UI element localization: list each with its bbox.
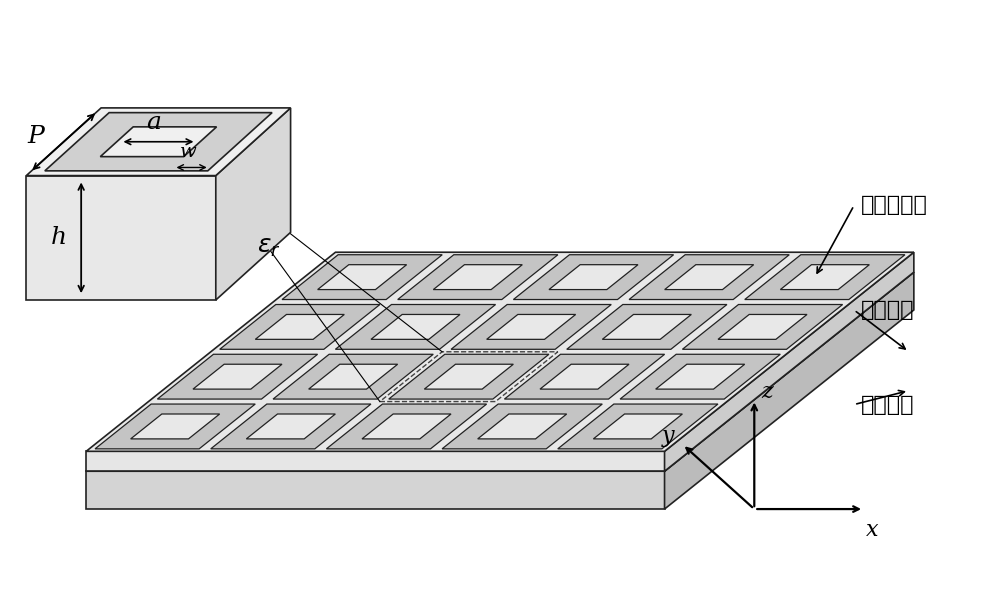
- Polygon shape: [780, 265, 869, 290]
- Polygon shape: [656, 364, 745, 389]
- Polygon shape: [540, 364, 629, 389]
- Polygon shape: [309, 364, 398, 389]
- Polygon shape: [451, 304, 611, 350]
- Polygon shape: [567, 304, 727, 350]
- Polygon shape: [86, 451, 665, 472]
- Polygon shape: [424, 364, 513, 389]
- Polygon shape: [398, 255, 558, 300]
- Text: w: w: [180, 143, 196, 162]
- Polygon shape: [504, 354, 665, 399]
- Text: z: z: [761, 381, 773, 403]
- Polygon shape: [665, 265, 754, 290]
- Polygon shape: [335, 304, 496, 350]
- Polygon shape: [318, 265, 407, 290]
- Polygon shape: [220, 304, 380, 350]
- Polygon shape: [26, 108, 291, 176]
- Polygon shape: [86, 253, 914, 451]
- Polygon shape: [26, 176, 216, 300]
- Polygon shape: [45, 113, 272, 171]
- Text: a: a: [147, 111, 161, 134]
- Polygon shape: [665, 253, 914, 472]
- Polygon shape: [100, 127, 217, 157]
- Text: y: y: [662, 425, 675, 447]
- Polygon shape: [593, 414, 682, 439]
- Polygon shape: [442, 404, 602, 449]
- Polygon shape: [558, 404, 718, 449]
- Text: 接地金属: 接地金属: [861, 395, 914, 415]
- Polygon shape: [211, 404, 371, 449]
- Polygon shape: [549, 265, 638, 290]
- Text: 闭口环贴片: 闭口环贴片: [861, 195, 928, 215]
- Polygon shape: [665, 272, 914, 509]
- Polygon shape: [216, 108, 291, 300]
- Polygon shape: [629, 255, 789, 300]
- Polygon shape: [620, 354, 780, 399]
- Polygon shape: [718, 315, 807, 339]
- Polygon shape: [478, 414, 567, 439]
- Polygon shape: [157, 354, 318, 399]
- Polygon shape: [282, 255, 442, 300]
- Text: $\varepsilon_r$: $\varepsilon_r$: [257, 236, 281, 259]
- Polygon shape: [371, 315, 460, 339]
- Polygon shape: [513, 255, 674, 300]
- Polygon shape: [389, 354, 549, 399]
- Polygon shape: [255, 315, 344, 339]
- Polygon shape: [95, 404, 255, 449]
- Text: P: P: [27, 125, 44, 148]
- Polygon shape: [362, 414, 451, 439]
- Polygon shape: [273, 354, 433, 399]
- Polygon shape: [193, 364, 282, 389]
- Polygon shape: [682, 304, 843, 350]
- Polygon shape: [86, 472, 665, 509]
- Text: x: x: [866, 519, 878, 541]
- Polygon shape: [487, 315, 576, 339]
- Polygon shape: [131, 414, 220, 439]
- Polygon shape: [745, 255, 905, 300]
- Polygon shape: [433, 265, 522, 290]
- Polygon shape: [86, 272, 914, 472]
- Text: 介质基底: 介质基底: [861, 300, 914, 320]
- Polygon shape: [326, 404, 487, 449]
- Polygon shape: [246, 414, 335, 439]
- Text: h: h: [51, 226, 67, 249]
- Polygon shape: [602, 315, 691, 339]
